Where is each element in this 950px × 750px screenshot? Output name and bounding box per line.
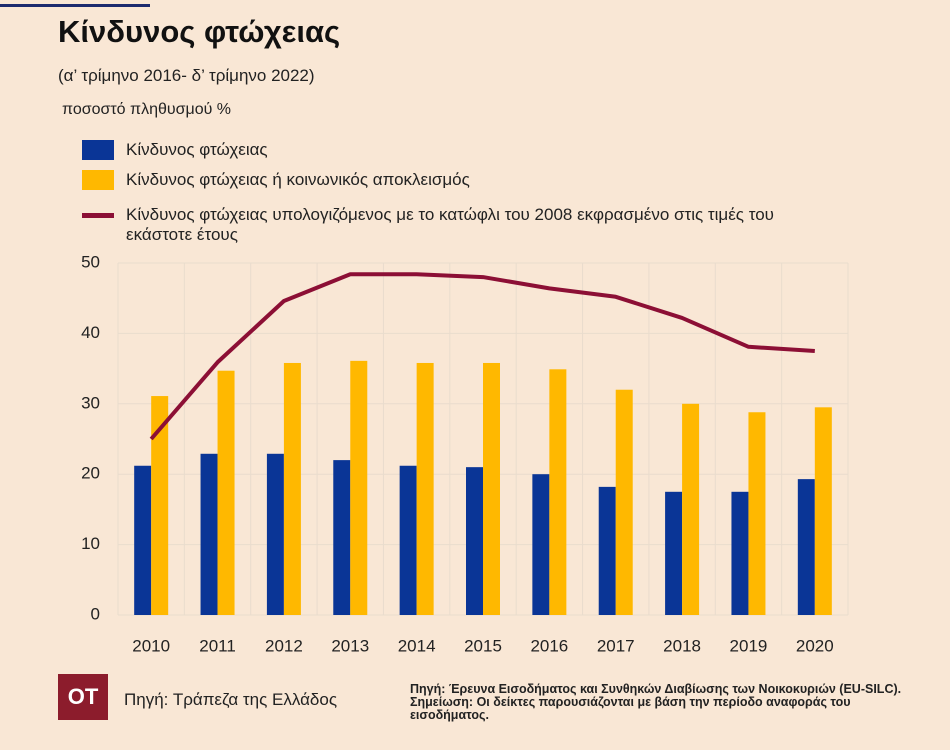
notes: Πηγή: Έρευνα Εισοδήματος και Συνθηκών Δι… bbox=[410, 683, 910, 722]
x-tick-label: 2020 bbox=[796, 636, 834, 655]
bar bbox=[266, 453, 284, 615]
note: Πηγή: Έρευνα Εισοδήματος και Συνθηκών Δι… bbox=[410, 682, 902, 696]
x-tick-label: 2012 bbox=[265, 636, 303, 655]
legend-item: Κίνδυνος φτώχειας ή κοινωνικός αποκλεισμ… bbox=[82, 170, 470, 190]
y-tick-label: 30 bbox=[81, 393, 100, 412]
bar bbox=[615, 389, 633, 615]
legend-item: Κίνδυνος φτώχειας υπολογιζόμενος με το κ… bbox=[82, 205, 802, 245]
logo: ΟΤ bbox=[58, 674, 108, 720]
y-tick-label: 20 bbox=[81, 464, 100, 483]
x-tick-label: 2013 bbox=[331, 636, 369, 655]
y-tick-label: 40 bbox=[81, 323, 100, 342]
bar bbox=[217, 370, 235, 615]
x-tick-label: 2015 bbox=[464, 636, 502, 655]
chart-title: Κίνδυνος φτώχειας bbox=[58, 14, 341, 49]
chart-subtitle: (α’ τρίμηνο 2016- δ’ τρίμηνο 2022) bbox=[58, 66, 315, 85]
bar bbox=[200, 453, 218, 615]
bar bbox=[598, 486, 616, 615]
y-tick-label: 50 bbox=[81, 252, 100, 271]
bar bbox=[333, 460, 351, 615]
bar bbox=[151, 396, 169, 615]
top-rule bbox=[0, 4, 150, 7]
y-tick-label: 0 bbox=[91, 604, 100, 623]
bar bbox=[350, 360, 368, 615]
legend-label: Κίνδυνος φτώχειας ή κοινωνικός αποκλεισμ… bbox=[126, 170, 470, 189]
bar bbox=[466, 467, 483, 615]
legend-swatch bbox=[82, 213, 114, 218]
bar bbox=[731, 491, 749, 615]
bar bbox=[483, 362, 500, 615]
bar bbox=[682, 403, 700, 615]
y-tick-label: 10 bbox=[81, 534, 100, 553]
legend-item: Κίνδυνος φτώχειας bbox=[82, 140, 268, 160]
x-tick-label: 2019 bbox=[730, 636, 768, 655]
x-tick-label: 2014 bbox=[398, 636, 436, 655]
x-tick-label: 2010 bbox=[132, 636, 170, 655]
bar bbox=[416, 362, 434, 615]
y-axis-label: ποσοστό πληθυσμού % bbox=[62, 101, 232, 118]
bar bbox=[549, 369, 567, 615]
bar bbox=[814, 407, 832, 615]
source: Πηγή: Τράπεζα της Ελλάδος bbox=[124, 690, 338, 709]
bar bbox=[399, 465, 417, 615]
legend-label: Κίνδυνος φτώχειας bbox=[126, 140, 268, 159]
x-tick-label: 2016 bbox=[530, 636, 568, 655]
bar bbox=[532, 474, 550, 615]
bar bbox=[134, 465, 152, 615]
x-tick-label: 2017 bbox=[597, 636, 635, 655]
bar bbox=[748, 412, 766, 615]
bar bbox=[665, 491, 683, 615]
legend-label: Κίνδυνος φτώχειας υπολογιζόμενος με το κ… bbox=[126, 205, 774, 244]
legend-swatch bbox=[82, 140, 114, 160]
note: Σημείωση: Οι δείκτες παρουσιάζονται με β… bbox=[410, 695, 851, 722]
x-tick-label: 2018 bbox=[663, 636, 701, 655]
x-tick-label: 2011 bbox=[199, 636, 236, 655]
legend-swatch bbox=[82, 170, 114, 190]
bar bbox=[283, 362, 301, 615]
bar bbox=[797, 479, 815, 615]
line bbox=[149, 272, 815, 441]
